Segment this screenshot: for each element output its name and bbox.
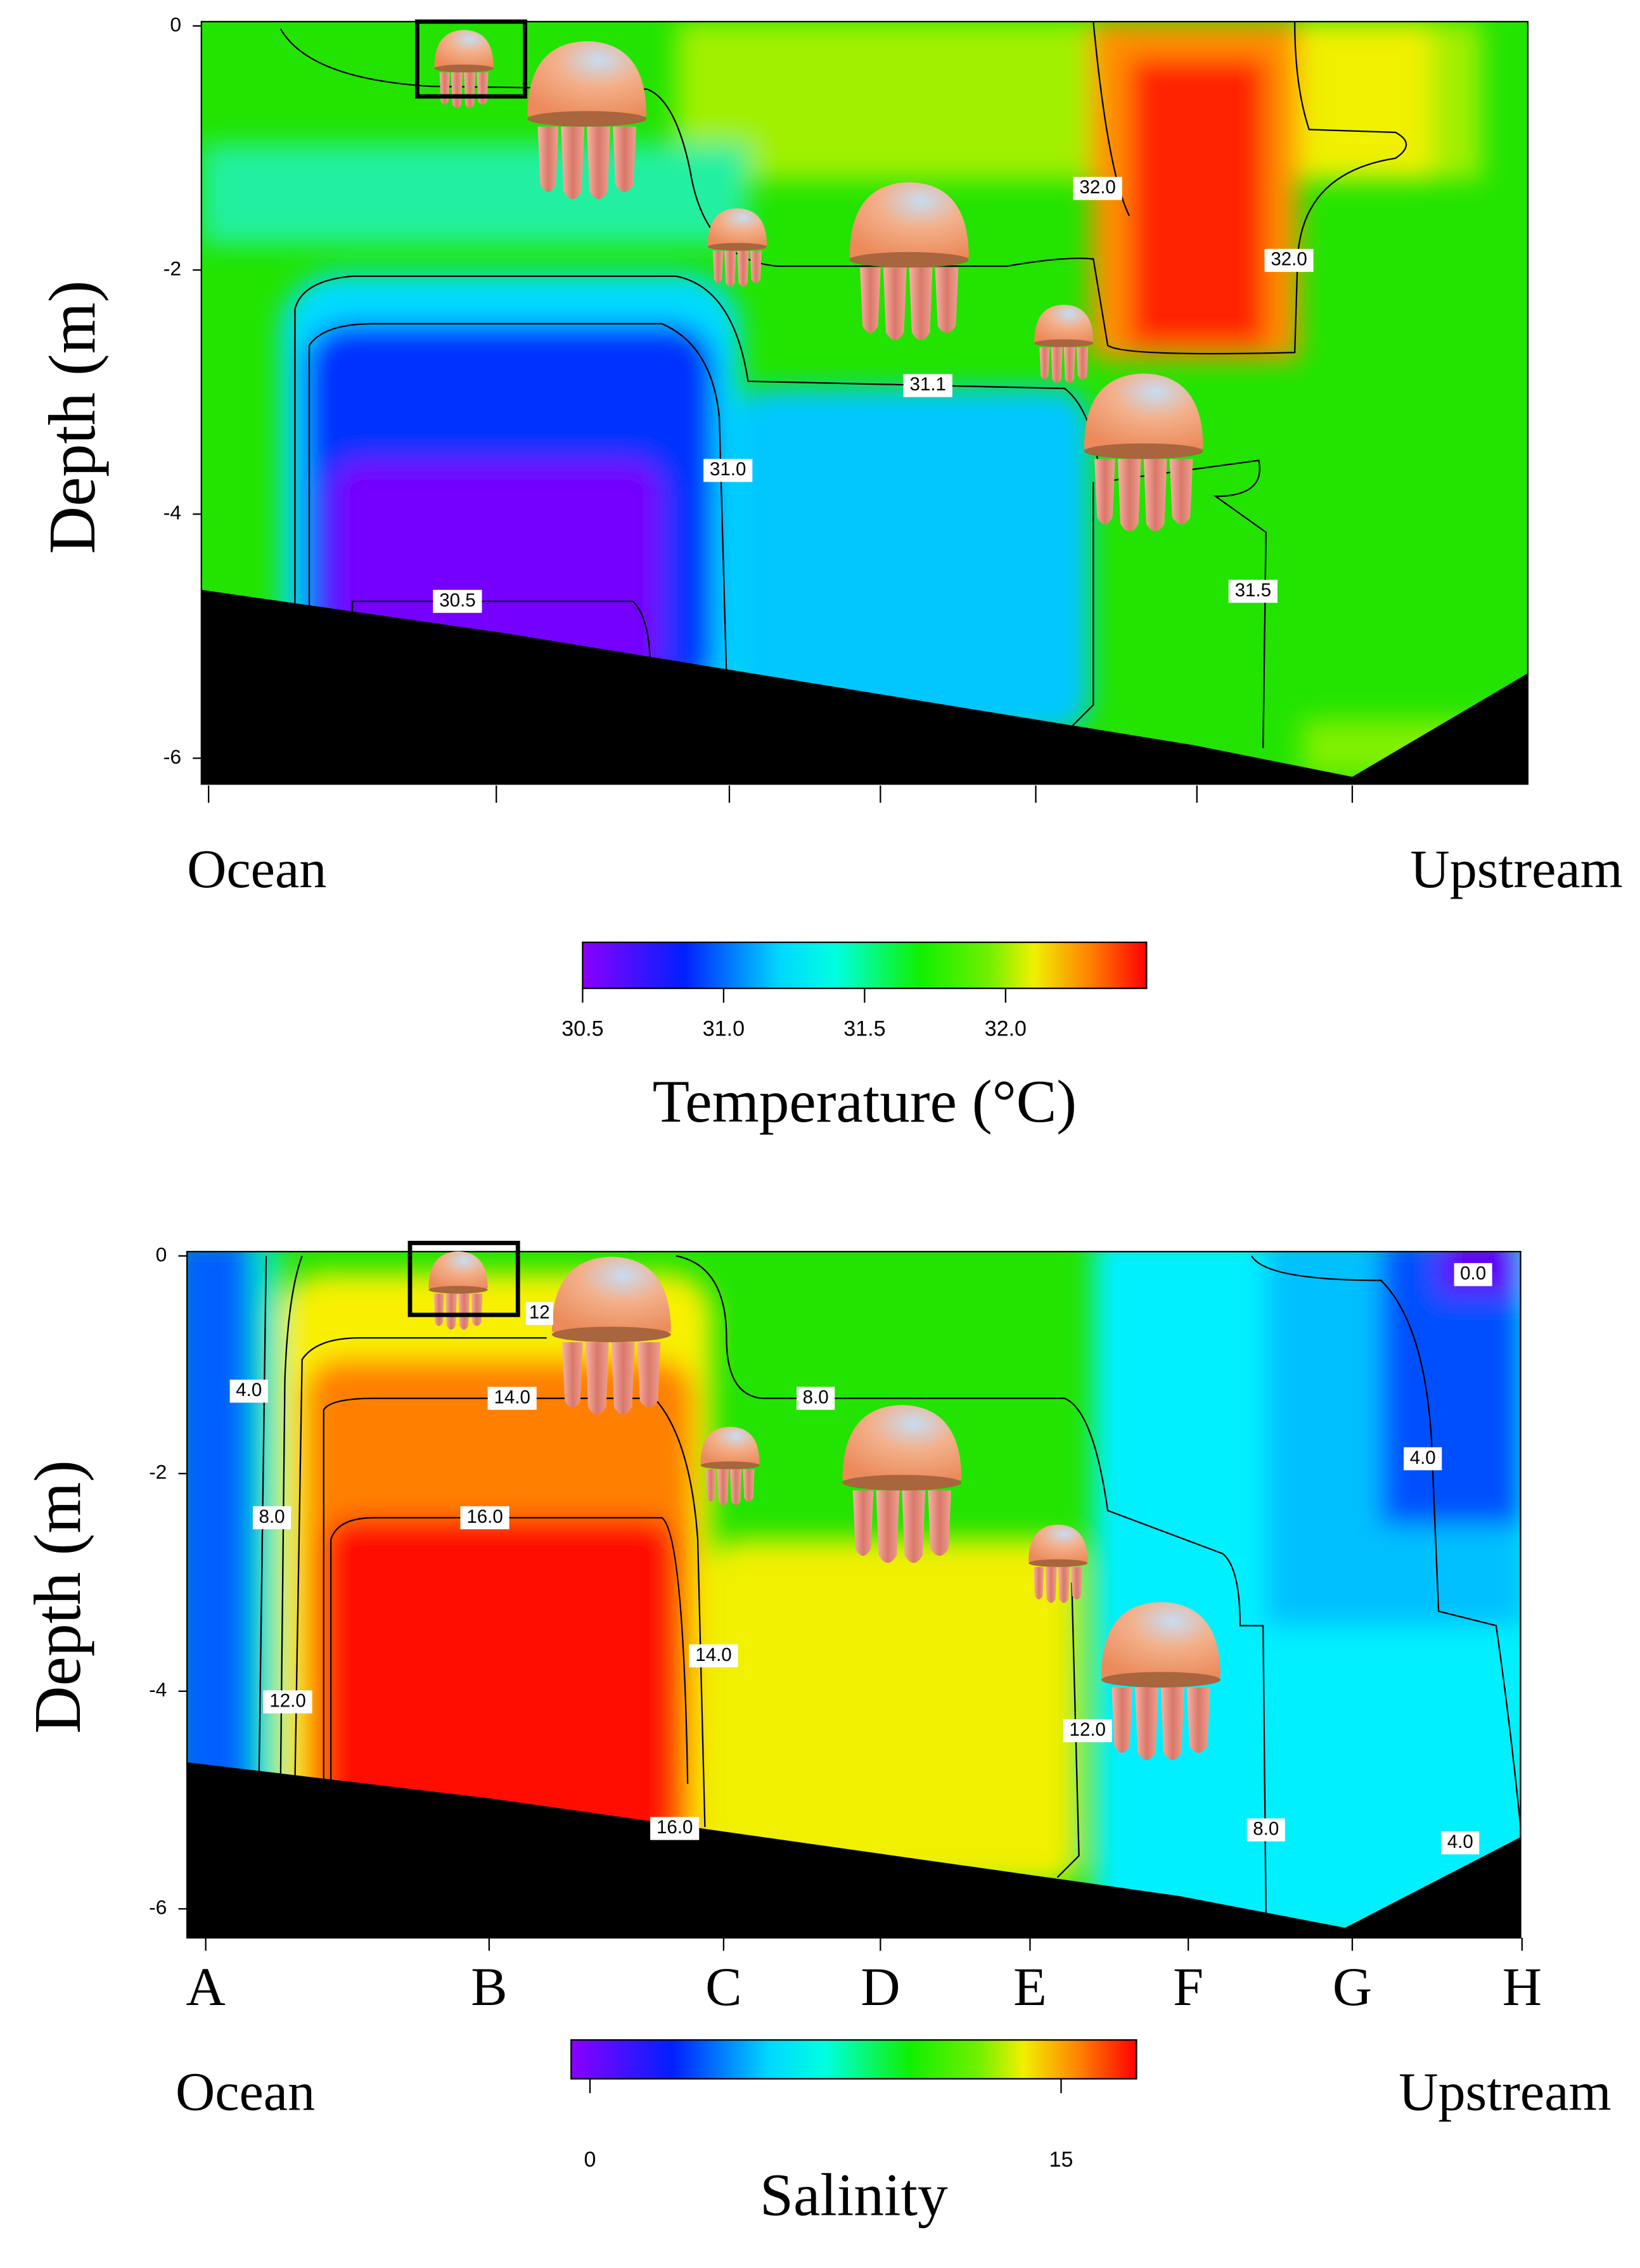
contour-label-box [1073,177,1122,200]
highlight-box [414,19,528,99]
colorbar-title: Salinity [760,2161,948,2228]
colorbar-tick-label: 31.5 [843,1016,885,1041]
y-tick-label: -4 [163,501,181,524]
contour-label-box [1441,1831,1480,1855]
contour-label-box [1228,579,1278,603]
y-tick-label: -2 [163,257,181,279]
temperature-field [201,22,1528,785]
contour-label-box [252,1506,291,1530]
colorbar-tick-label: 30.5 [561,1016,603,1041]
colorbar-tick-label: 31.0 [703,1016,745,1041]
contour-label: 31.1 [910,374,946,395]
contour-label: 30.5 [439,590,475,611]
x-tick-label: C [705,1956,742,2017]
y-tick-label: 0 [170,13,181,35]
contour-label-box [229,1380,268,1403]
colorbar-tick-label: 15 [1049,2148,1073,2172]
contour-label: 0.0 [1460,1263,1486,1284]
colorbar-title: Temperature (°C) [653,1068,1077,1135]
x-tick-label: G [1333,1956,1372,2017]
contour-label: 8.0 [1253,1818,1279,1839]
contour-lines [279,22,1407,748]
contour-label: 16.0 [466,1506,503,1527]
contour-label-box [1063,1719,1112,1743]
contour-label: 4.0 [236,1380,262,1400]
colorbar-tick-label: 0 [584,2148,596,2172]
salinity-field [187,1252,1521,1938]
contour-label: 8.0 [803,1387,829,1407]
y-axis-label: Depth (m) [35,280,109,554]
y-tick-label: -6 [149,1896,167,1919]
contour-label-box [525,1302,553,1325]
x-end-label: Upstream [1410,838,1622,899]
x-tick-label: F [1173,1956,1203,2017]
x-tick-label: B [471,1956,508,2017]
contour-label: 31.0 [710,459,746,480]
contour-label: 16.0 [657,1817,693,1838]
x-start-label: Ocean [187,838,326,899]
x-start-label: Ocean [176,2061,315,2122]
contour-label-box [460,1506,509,1530]
contour-label-box [797,1387,835,1410]
highlight-box [407,1241,520,1317]
colorbar [570,2039,1137,2080]
colorbar [582,941,1148,989]
colorbar-tick-label: 32.0 [985,1016,1027,1041]
contour-label: 8.0 [259,1506,285,1527]
contour-label-box [689,1644,738,1668]
bathymetry [187,1762,1521,1938]
contour-label: 32.0 [1271,249,1307,270]
contour-label: 4.0 [1447,1831,1473,1852]
contour-label: 12.0 [269,1690,305,1711]
contour-label-box [903,374,952,397]
contour-label-box [703,459,753,482]
x-tick-label: D [861,1956,900,2017]
contour-label: 14.0 [494,1387,530,1407]
x-tick-label: E [1013,1956,1047,2017]
contour-label: 12 [529,1302,550,1323]
contour-label-box [1404,1447,1442,1471]
contour-label: 32.0 [1079,177,1115,198]
contour-label-box [433,589,482,613]
bathymetry [201,589,1528,785]
plot-frame [186,1250,1521,1939]
plot-frame [200,20,1529,785]
x-end-label: Upstream [1399,2061,1611,2122]
contour-label-box [263,1690,312,1714]
contour-label-box [487,1387,537,1410]
y-axis-label: Depth (m) [21,1460,94,1734]
contour-label-box [1246,1818,1285,1842]
contour-label: 4.0 [1410,1447,1436,1468]
y-tick-label: -4 [149,1678,167,1701]
contour-label: 14.0 [695,1644,731,1665]
contour-label: 12.0 [1070,1719,1106,1740]
contour-label-box [1454,1263,1492,1286]
contour-label-box [650,1817,700,1840]
contour-label: 31.5 [1235,580,1271,601]
y-tick-label: -6 [163,745,181,768]
contour-label-box [1264,248,1314,272]
x-tick-label: H [1502,1956,1542,2017]
y-tick-label: -2 [149,1461,167,1483]
x-tick-label: A [186,1956,225,2017]
y-tick-label: 0 [156,1243,167,1265]
